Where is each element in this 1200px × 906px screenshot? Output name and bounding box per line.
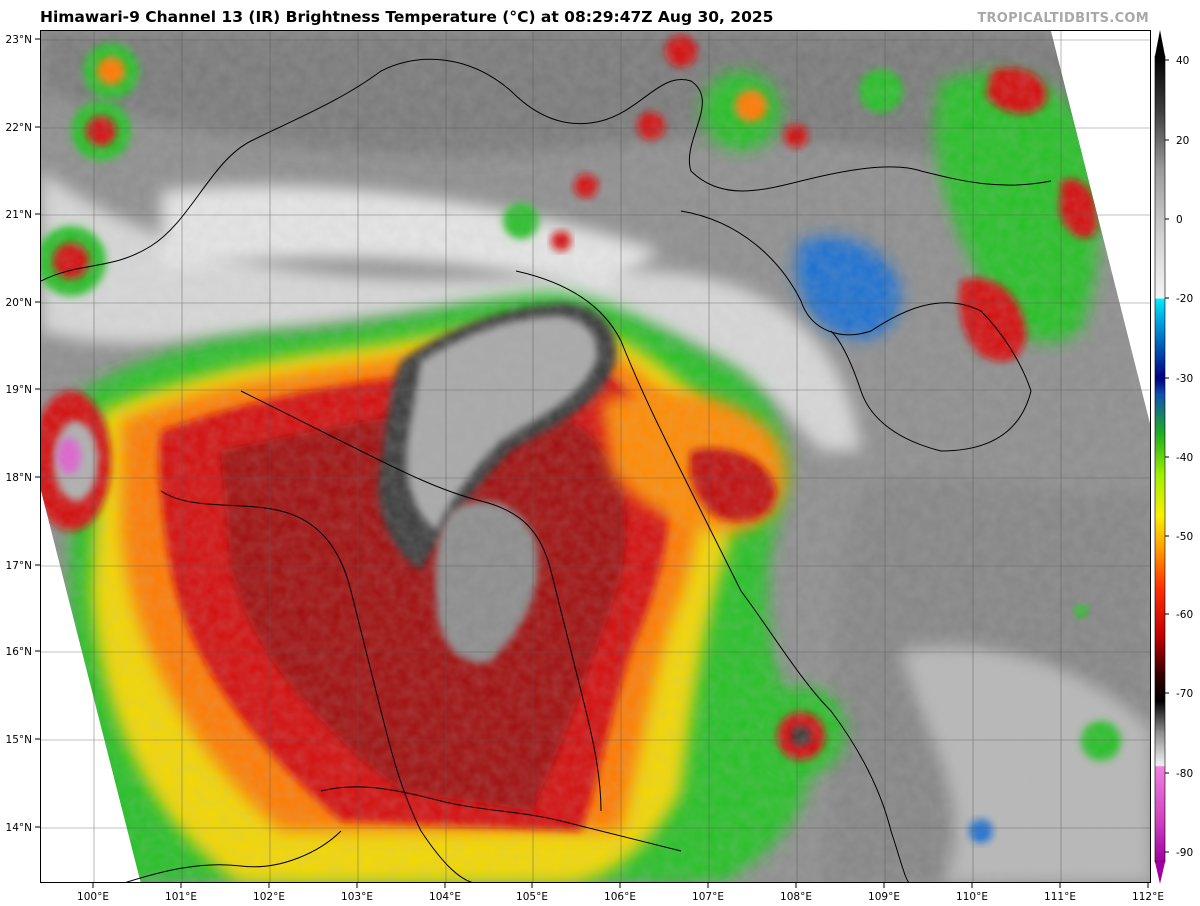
satellite-map[interactable] xyxy=(40,30,1151,883)
map-title: Himawari-9 Channel 13 (IR) Brightness Te… xyxy=(40,8,774,26)
lon-tick-label: 101°E xyxy=(165,891,197,903)
colorbar-tick-label: -90 xyxy=(1176,847,1193,859)
lon-tick-label: 108°E xyxy=(780,891,812,903)
lon-tick-label: 105°E xyxy=(516,891,548,903)
colorbar-tick-label: -40 xyxy=(1176,452,1193,464)
lat-tick-label: 15°N xyxy=(6,734,32,746)
lon-tick-label: 107°E xyxy=(692,891,724,903)
gridlines xyxy=(41,31,1150,882)
colorbar-tick-label: -60 xyxy=(1176,609,1193,621)
lon-tick-label: 103°E xyxy=(341,891,373,903)
colorbar-tick-label: 0 xyxy=(1176,214,1183,226)
colorbar-tick-label: -80 xyxy=(1176,768,1193,780)
colorbar-tick-label: -70 xyxy=(1176,688,1193,700)
credit-text: TROPICALTIDBITS.COM xyxy=(977,11,1149,26)
lat-tick-label: 21°N xyxy=(6,209,32,221)
lon-tick-label: 109°E xyxy=(868,891,900,903)
lat-tick-label: 19°N xyxy=(6,384,32,396)
colorbar-tick-label: -50 xyxy=(1176,531,1193,543)
lon-tick-label: 112°E xyxy=(1132,891,1164,903)
lon-tick-label: 102°E xyxy=(253,891,285,903)
lat-tick-label: 17°N xyxy=(6,560,32,572)
lon-tick-label: 111°E xyxy=(1044,891,1076,903)
lat-tick-label: 16°N xyxy=(6,646,32,658)
colorbar-tick-label: 20 xyxy=(1176,135,1189,147)
colorbar-tick-label: -20 xyxy=(1176,293,1193,305)
colorbar-tick-label: 40 xyxy=(1176,55,1189,67)
lat-tick-label: 18°N xyxy=(6,472,32,484)
lon-tick-label: 100°E xyxy=(77,891,109,903)
lat-tick-label: 20°N xyxy=(6,297,32,309)
lon-tick-label: 106°E xyxy=(604,891,636,903)
colorbar-tick-label: -30 xyxy=(1176,373,1193,385)
lat-tick-label: 14°N xyxy=(6,822,32,834)
coastlines-borders xyxy=(41,58,1052,882)
colorbar xyxy=(1154,30,1166,884)
ir-imagery xyxy=(41,31,1150,882)
lon-tick-label: 104°E xyxy=(429,891,461,903)
lat-tick-label: 23°N xyxy=(6,34,32,46)
lon-tick-label: 110°E xyxy=(956,891,988,903)
lat-tick-label: 22°N xyxy=(6,122,32,134)
